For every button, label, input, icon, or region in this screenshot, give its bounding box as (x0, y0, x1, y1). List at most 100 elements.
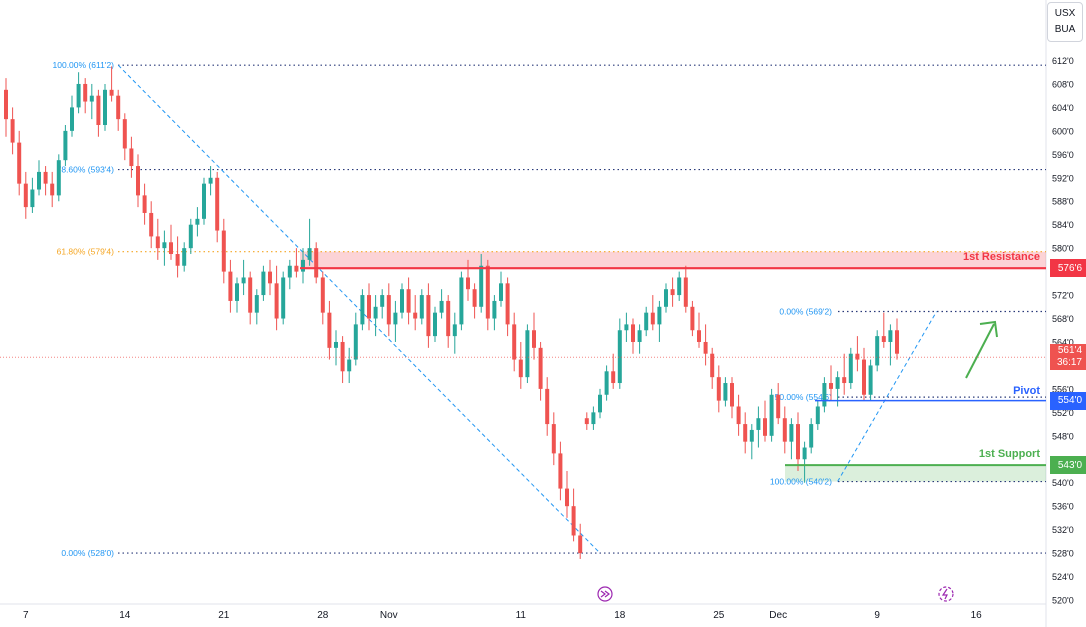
candle-body (353, 324, 358, 360)
candle-body (743, 424, 748, 442)
candle-body (868, 365, 873, 395)
candle-body (426, 295, 431, 337)
candle-body (650, 312, 655, 325)
candle-body (268, 271, 272, 284)
x-tick-label: 9 (874, 610, 880, 621)
annotations (597, 320, 998, 602)
candle-body (96, 95, 101, 126)
candle-body (393, 312, 398, 325)
candle-body (4, 89, 8, 120)
candle-body (809, 424, 814, 448)
candle-body (789, 424, 794, 442)
candle-body (208, 177, 213, 184)
candle-body (188, 224, 193, 249)
candle-body (749, 429, 754, 442)
candle-body (736, 406, 741, 425)
candle-body (155, 236, 160, 249)
candle-body (624, 324, 629, 331)
candle-body (30, 189, 35, 208)
x-tick-label: 16 (971, 610, 983, 621)
x-tick-label: 18 (614, 610, 626, 621)
x-tick-label: 21 (218, 610, 230, 621)
candle-body (446, 300, 451, 337)
candle-body (360, 295, 365, 325)
candle-body (439, 300, 444, 313)
candle-body (815, 406, 820, 425)
symbol-box[interactable]: USX BUA (1047, 2, 1083, 42)
candle-body (202, 183, 206, 219)
fib-level-label: 0.00% (528'0) (61, 548, 114, 558)
candle-body (235, 283, 239, 301)
y-tick-label: 540'0 (1052, 478, 1074, 488)
fib-level-label: 0.00% (569'2) (779, 306, 832, 316)
fast-forward-glyph (600, 590, 610, 598)
y-tick-label: 588'0 (1052, 197, 1074, 207)
candle-body (109, 89, 114, 96)
fib-lines: 100.00% (611'2) 78.60% (593'4) 61.80% (579… (53, 60, 1046, 558)
candle-body (162, 242, 167, 249)
pivot-price-tag: 554'0 (1050, 391, 1086, 410)
candle-body (723, 383, 728, 401)
candle-body (419, 295, 424, 319)
candle-body (17, 142, 22, 184)
candle-body (578, 535, 583, 554)
candle-body (182, 248, 187, 266)
candle-body (505, 283, 510, 325)
y-tick-label: 584'0 (1052, 220, 1074, 230)
candle-body (499, 283, 503, 301)
fib-trend-line (117, 64, 601, 554)
x-tick-label: Nov (380, 610, 398, 621)
lightning-icon (938, 586, 954, 602)
y-tick-label: 600'0 (1052, 126, 1074, 136)
candle-body (314, 248, 319, 278)
candle-body (472, 289, 477, 307)
candle-body (730, 383, 734, 407)
candle-body (400, 289, 404, 313)
candle-body (56, 160, 61, 196)
candle-body (142, 195, 147, 213)
levels (0, 267, 1046, 467)
candle-body (644, 312, 649, 331)
candle-body (584, 418, 589, 425)
candle-body (532, 330, 536, 348)
x-tick-label: 11 (516, 610, 527, 621)
candle-body (373, 306, 378, 319)
candle-body (512, 324, 517, 360)
y-tick-label: 596'0 (1052, 150, 1074, 160)
candle-body (617, 330, 622, 384)
candle-body (637, 330, 642, 342)
candle-body (835, 377, 840, 389)
candle-body (776, 394, 781, 419)
candle-body (248, 277, 253, 313)
candle-body (433, 312, 437, 337)
candle-body (525, 330, 530, 378)
fib-level-label: 100.00% (540'2) (770, 477, 832, 487)
candle-body (485, 265, 490, 319)
zones (300, 251, 1046, 482)
fast-forward-icon (597, 586, 613, 602)
candle-body (466, 277, 470, 290)
y-tick-label: 612'0 (1052, 56, 1074, 66)
candle-body (822, 383, 827, 407)
candle-body (175, 254, 180, 266)
candle-body (492, 300, 497, 319)
arrow-head-icon (979, 320, 998, 338)
symbol-line2: BUA (1054, 24, 1076, 35)
candle-body (763, 418, 767, 436)
symbol-line1: USX (1054, 8, 1076, 19)
candle-body (518, 359, 523, 378)
candle-body (287, 265, 292, 278)
pivot-label: Pivot (1013, 384, 1040, 397)
candle-body (307, 248, 312, 260)
candle-body (334, 341, 338, 348)
candle-body (70, 107, 74, 131)
candle-body (294, 265, 299, 272)
y-tick-label: 604'0 (1052, 103, 1074, 113)
candle-body (459, 277, 464, 325)
candle-body (406, 289, 411, 313)
candle-body (683, 277, 688, 307)
candle-body (413, 312, 418, 319)
candle-body (538, 347, 543, 389)
fib-level-label: 100.00% (611'2) (53, 60, 115, 70)
